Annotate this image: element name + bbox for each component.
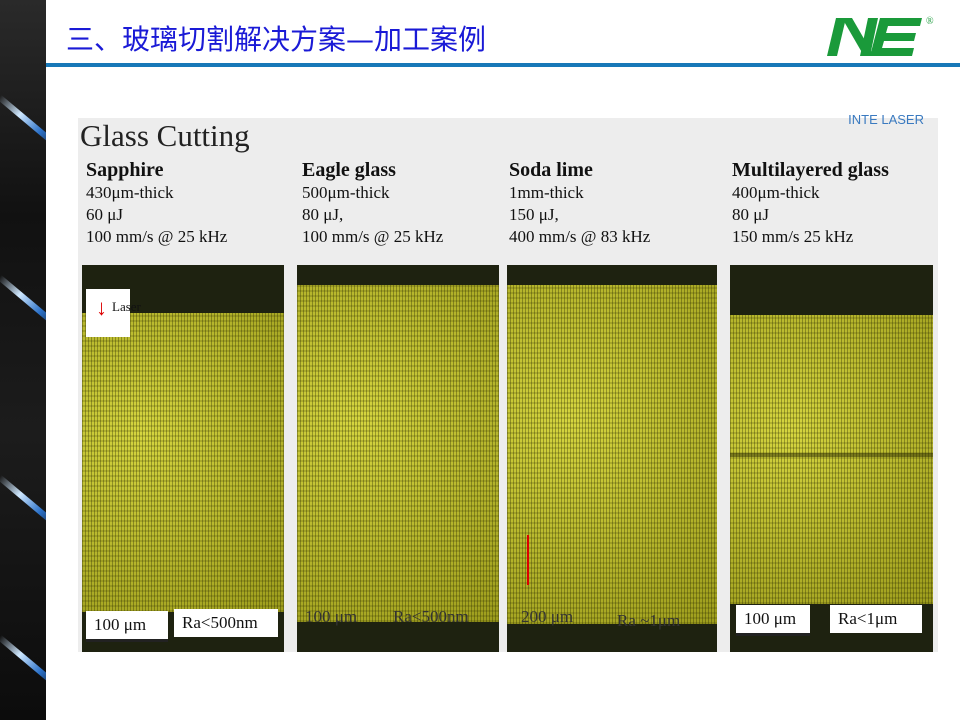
- scale-bar: 100 μm: [86, 611, 168, 642]
- sample-eagle-glass: Eagle glass 500μm-thick 80 μJ, 100 mm/s @ 2…: [302, 159, 444, 246]
- header-divider: [46, 63, 960, 67]
- company-logo: ®: [827, 16, 934, 56]
- micrograph-multilayered-glass: 100 μm Ra<1μm: [730, 265, 933, 652]
- brand-label: INTE LASER: [848, 112, 924, 127]
- sample-multilayered-glass: Multilayered glass 400μm-thick 80 μJ 150 mm…: [732, 159, 889, 246]
- micrograph-eagle-glass: 100 μm Ra<500nm: [297, 265, 499, 652]
- roughness-label: Ra<1μm: [830, 605, 922, 633]
- svg-text:®: ®: [926, 16, 934, 27]
- roughness-label: Ra<500nm: [174, 609, 278, 637]
- laser-indicator: ↓ Laser: [86, 289, 141, 337]
- micrograph-sapphire: ↓ Laser 100 μm Ra<500nm: [82, 265, 284, 652]
- scale-bar: 200 μm: [521, 607, 574, 626]
- roughness-label: Ra ~1μm: [617, 611, 681, 630]
- scale-bar: 100 μm: [736, 605, 810, 636]
- sample-sapphire: Sapphire 430μm-thick 60 μJ 100 mm/s @ 25 kH…: [86, 159, 228, 246]
- micrograph-soda-lime: 200 μm Ra ~1μm: [507, 265, 717, 652]
- slide-title: 三、玻璃切割解决方案—加工案例: [66, 23, 487, 56]
- sample-soda-lime: Soda lime 1mm-thick 150 μJ, 400 mm/s @ 83 k…: [509, 159, 651, 246]
- scale-bar: 100 μm: [305, 607, 358, 626]
- figure-title: Glass Cutting: [80, 118, 250, 153]
- sidebar-decoration: [0, 0, 46, 720]
- glass-cutting-figure: Glass Cutting INTE LASER Sapphire 430μm-t…: [78, 112, 938, 652]
- roughness-label: Ra<500nm: [393, 607, 469, 626]
